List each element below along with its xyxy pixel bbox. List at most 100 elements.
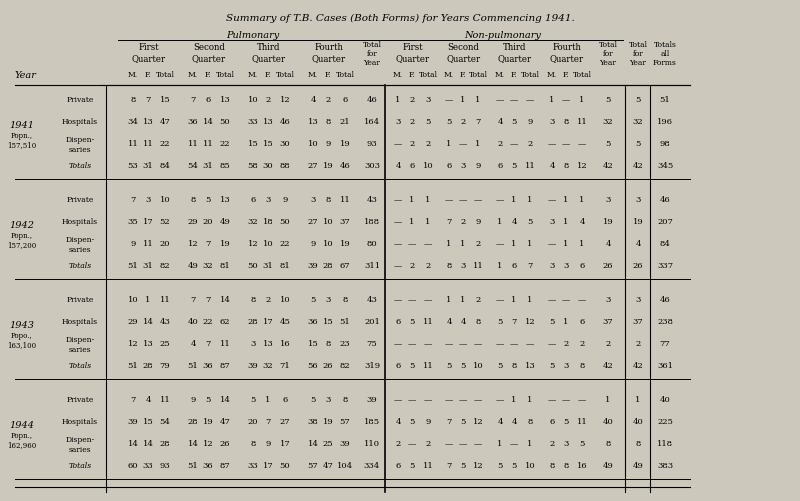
Text: 4: 4 — [498, 118, 502, 126]
Text: 3: 3 — [563, 362, 569, 370]
Text: —: — — [496, 240, 504, 248]
Text: Popn.,: Popn., — [11, 432, 33, 440]
Text: 19: 19 — [202, 418, 214, 426]
Text: 62: 62 — [220, 318, 230, 326]
Text: 163,100: 163,100 — [7, 341, 37, 349]
Text: 31: 31 — [142, 162, 154, 170]
Text: 2: 2 — [475, 296, 481, 304]
Text: 20: 20 — [202, 218, 214, 226]
Text: 27: 27 — [280, 418, 290, 426]
Text: Dispen-: Dispen- — [66, 336, 94, 344]
Text: —: — — [496, 340, 504, 348]
Text: 13: 13 — [262, 340, 274, 348]
Text: 11: 11 — [422, 362, 434, 370]
Text: 2: 2 — [266, 96, 270, 104]
Text: 11: 11 — [577, 418, 587, 426]
Text: 28: 28 — [322, 262, 334, 270]
Text: 11: 11 — [142, 240, 154, 248]
Text: 32: 32 — [202, 262, 214, 270]
Text: 31: 31 — [202, 162, 214, 170]
Text: 15: 15 — [142, 418, 154, 426]
Text: 8: 8 — [326, 118, 330, 126]
Text: 1: 1 — [446, 296, 452, 304]
Text: 50: 50 — [280, 462, 290, 470]
Text: 5: 5 — [460, 462, 466, 470]
Text: 49: 49 — [219, 218, 230, 226]
Text: 57: 57 — [308, 462, 318, 470]
Text: 25: 25 — [160, 340, 170, 348]
Text: 4: 4 — [395, 418, 401, 426]
Text: 11: 11 — [220, 340, 230, 348]
Text: —: — — [394, 140, 402, 148]
Text: Popn.,: Popn., — [11, 232, 33, 240]
Text: 1: 1 — [550, 96, 554, 104]
Text: 6: 6 — [410, 162, 414, 170]
Text: —: — — [474, 440, 482, 448]
Text: 52: 52 — [160, 218, 170, 226]
Text: 4: 4 — [498, 418, 502, 426]
Text: 1: 1 — [460, 296, 466, 304]
Text: 43: 43 — [159, 318, 170, 326]
Text: —: — — [562, 296, 570, 304]
Text: 1: 1 — [446, 140, 452, 148]
Text: 1942: 1942 — [10, 220, 34, 229]
Text: Hospitals: Hospitals — [62, 318, 98, 326]
Text: 40: 40 — [633, 418, 643, 426]
Text: 29: 29 — [188, 218, 198, 226]
Text: 3: 3 — [326, 396, 330, 404]
Text: —: — — [562, 96, 570, 104]
Text: 7: 7 — [190, 96, 196, 104]
Text: 5: 5 — [606, 96, 610, 104]
Text: 104: 104 — [337, 462, 353, 470]
Text: Forms: Forms — [653, 59, 677, 67]
Text: 1: 1 — [563, 240, 569, 248]
Text: 225: 225 — [657, 418, 673, 426]
Text: 164: 164 — [364, 118, 380, 126]
Text: —: — — [394, 218, 402, 226]
Text: Total: Total — [629, 41, 647, 49]
Text: 4: 4 — [190, 340, 196, 348]
Text: 82: 82 — [160, 262, 170, 270]
Text: 8: 8 — [563, 462, 569, 470]
Text: —: — — [578, 396, 586, 404]
Text: Second: Second — [193, 43, 225, 52]
Text: 28: 28 — [142, 362, 154, 370]
Text: 42: 42 — [633, 162, 643, 170]
Text: Totals: Totals — [69, 262, 91, 270]
Text: 5: 5 — [410, 362, 414, 370]
Text: 6: 6 — [282, 396, 288, 404]
Text: 5: 5 — [635, 140, 641, 148]
Text: 10: 10 — [262, 240, 274, 248]
Text: 39: 39 — [248, 362, 258, 370]
Text: Total: Total — [155, 71, 174, 79]
Text: 36: 36 — [202, 462, 214, 470]
Text: —: — — [510, 440, 518, 448]
Text: 10: 10 — [322, 240, 334, 248]
Text: 1: 1 — [475, 96, 481, 104]
Text: —: — — [394, 296, 402, 304]
Text: 93: 93 — [366, 140, 378, 148]
Text: —: — — [459, 440, 467, 448]
Text: 1: 1 — [527, 196, 533, 204]
Text: Year: Year — [363, 59, 381, 67]
Text: 1941: 1941 — [10, 121, 34, 129]
Text: Hospitals: Hospitals — [62, 418, 98, 426]
Text: 22: 22 — [202, 318, 214, 326]
Text: 13: 13 — [220, 196, 230, 204]
Text: 5: 5 — [206, 396, 210, 404]
Text: 39: 39 — [308, 262, 318, 270]
Text: 2: 2 — [563, 340, 569, 348]
Text: 51: 51 — [128, 262, 138, 270]
Text: —: — — [496, 396, 504, 404]
Text: 13: 13 — [262, 118, 274, 126]
Text: Hospitals: Hospitals — [62, 118, 98, 126]
Text: —: — — [424, 396, 432, 404]
Text: M.: M. — [444, 71, 454, 79]
Text: —: — — [578, 296, 586, 304]
Text: 50: 50 — [280, 218, 290, 226]
Text: Quarter: Quarter — [132, 55, 166, 64]
Text: First: First — [402, 43, 423, 52]
Text: 11: 11 — [160, 296, 170, 304]
Text: —: — — [474, 340, 482, 348]
Text: 50: 50 — [248, 262, 258, 270]
